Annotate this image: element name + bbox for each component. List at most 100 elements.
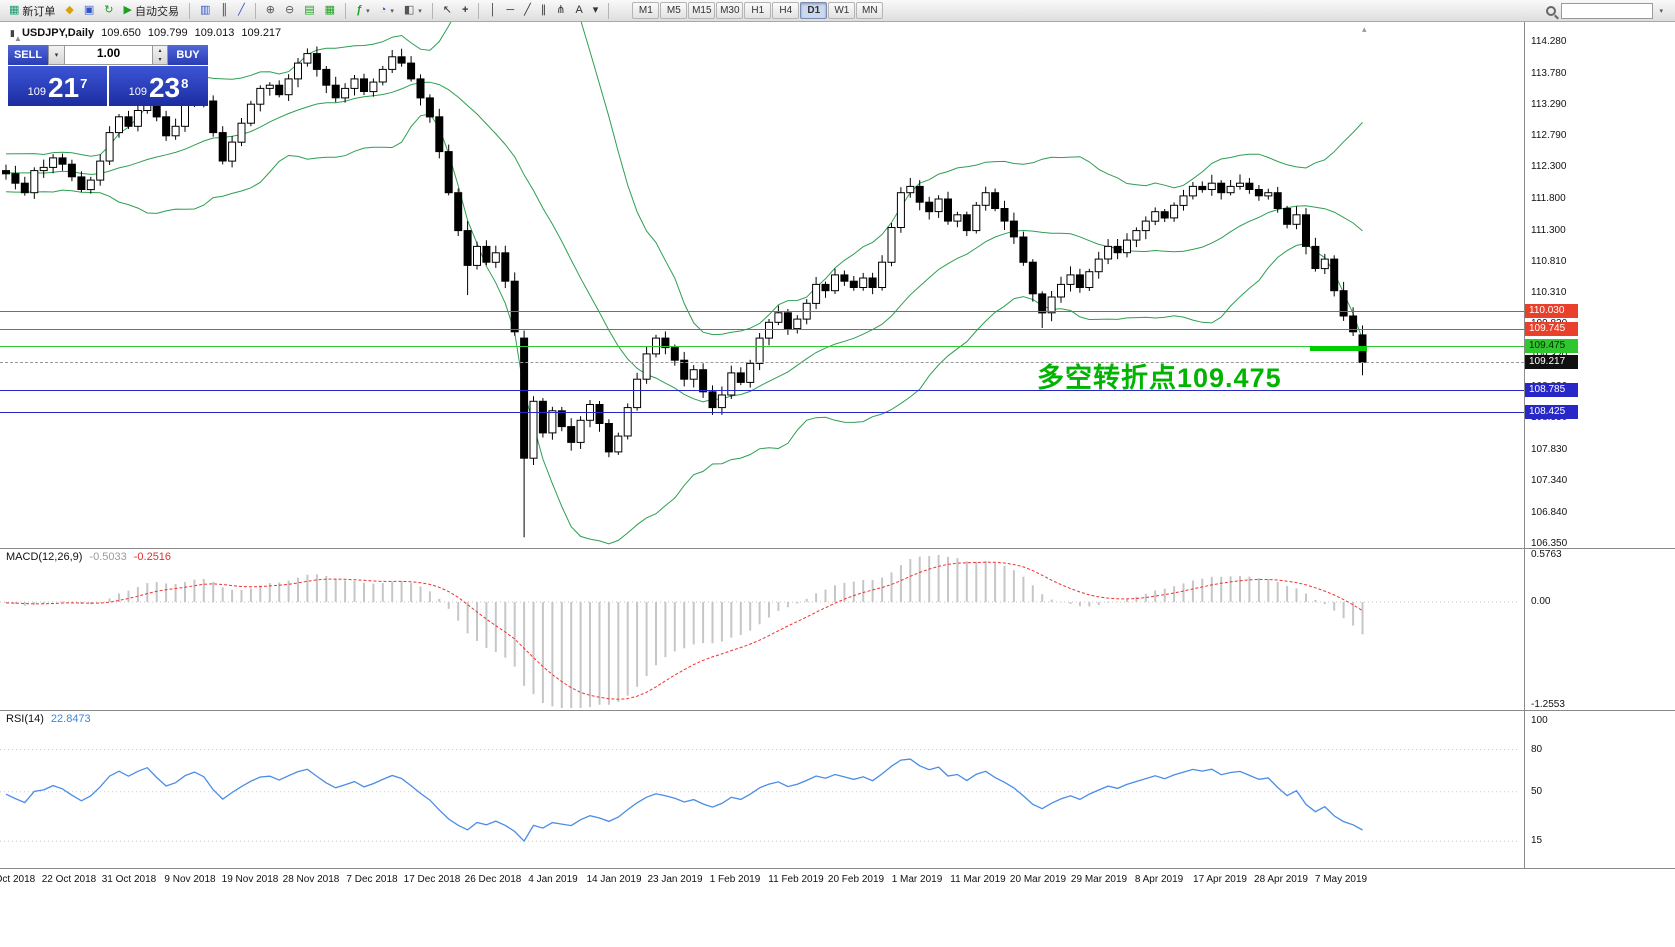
date-label: 19 Nov 2018 [221, 874, 279, 885]
macd-axis-label: 0.5763 [1531, 549, 1562, 560]
indicators-button[interactable]: ƒ ▾ [351, 2, 375, 20]
channel-tool-button[interactable]: ∥ [536, 2, 552, 20]
crosshair-tool-button[interactable]: + [457, 2, 473, 20]
refresh-button[interactable]: ↻ [99, 2, 118, 20]
lot-size-input[interactable]: 1.00 [65, 45, 153, 65]
horizontal-line-tool-button[interactable]: ─ [501, 2, 519, 20]
price-axis-label: 113.290 [1531, 99, 1567, 110]
price-axis-label: 106.350 [1531, 538, 1568, 549]
toolbar-separator [431, 2, 433, 19]
ohlc-open: 109.650 [101, 27, 141, 39]
text-tool-button[interactable]: A [570, 2, 587, 20]
buy-button[interactable]: BUY [168, 45, 208, 65]
metaeditor-button[interactable]: ◆ [60, 2, 78, 20]
date-label: 26 Dec 2018 [464, 874, 522, 885]
new-order-label: 新订单 [22, 5, 56, 18]
rsi-indicator-pane[interactable] [0, 710, 1524, 868]
metaeditor-icon: ◆ [65, 4, 74, 16]
macd-indicator-pane[interactable] [0, 548, 1524, 710]
cascade-windows-icon: ▤ [304, 4, 315, 16]
timeframe-button-H4[interactable]: H4 [772, 2, 800, 19]
toolbar-search-area: ▾ [1546, 2, 1671, 19]
macd-main-value: -0.5033 [89, 551, 127, 563]
timeframe-button-M1[interactable]: M1 [632, 2, 660, 19]
vertical-line-tool-button[interactable]: │ [484, 2, 501, 20]
rsi-name: RSI(14) [6, 713, 44, 725]
date-label: 29 Mar 2019 [1070, 874, 1128, 885]
price-level-badge: 108.425 [1525, 405, 1578, 419]
sell-button[interactable]: SELL [8, 45, 48, 65]
main-toolbar: ▦ 新订单 ◆ ▣ ↻ ▶ 自动交易 ▥ ║ ╱ ⊕ ⊖ ▤ ▦ ƒ ▾ ◔ ▾ ◧… [0, 0, 1675, 22]
current-price-badge: 109.217 [1525, 355, 1578, 369]
spin-down-icon[interactable]: ▾ [158, 57, 162, 63]
date-label: 7 Dec 2018 [346, 874, 398, 885]
timeframe-button-M15[interactable]: M15 [688, 2, 716, 19]
timeframe-button-MN[interactable]: MN [856, 2, 884, 19]
turning-point-segment[interactable] [1310, 346, 1367, 351]
price-axis[interactable]: 114.280 113.780 113.290 112.790 112.300 111.8… [1524, 22, 1675, 868]
time-axis[interactable]: 12 Oct 2018 22 Oct 2018 31 Oct 2018 9 Nov 2… [0, 868, 1675, 890]
buy-price-sup: 8 [181, 76, 189, 91]
date-label: 4 Jan 2019 [528, 874, 578, 885]
price-axis-label: 107.340 [1531, 475, 1568, 486]
zoom-in-button[interactable]: ⊕ [261, 2, 280, 20]
shapes-tool-button[interactable]: ▾ [588, 2, 604, 20]
date-label: 11 Mar 2019 [950, 874, 1006, 885]
candlestick-chart-button[interactable]: ║ [215, 2, 233, 20]
text-tool-icon: A [575, 4, 583, 16]
price-axis-label: 112.300 [1531, 161, 1567, 172]
trendline-tool-button[interactable]: ╱ [519, 2, 536, 20]
ohlc-low: 109.013 [194, 27, 235, 39]
refresh-icon: ↻ [104, 4, 114, 16]
vertical-line-icon: │ [489, 4, 497, 16]
profiles-button[interactable]: ▣ [79, 2, 99, 20]
autotrading-button[interactable]: ▶ 自动交易 [119, 2, 184, 20]
timeframe-button-H1[interactable]: H1 [744, 2, 772, 19]
spin-up-icon[interactable]: ▴ [158, 48, 162, 54]
date-label: 12 Oct 2018 [0, 874, 36, 885]
bar-chart-icon: ▥ [199, 4, 211, 16]
rsi-axis-label: 80 [1531, 744, 1543, 755]
sell-price-sup: 7 [80, 76, 88, 91]
price-chart-pane[interactable] [0, 22, 1524, 548]
trade-panel-collapse-arrow[interactable]: ▲ [14, 34, 22, 43]
shapes-icon: ▾ [592, 4, 599, 16]
line-chart-button[interactable]: ╱ [233, 2, 250, 20]
date-label: 20 Feb 2019 [827, 874, 885, 885]
templates-button[interactable]: ◧ ▾ [399, 2, 427, 20]
timeframe-button-W1[interactable]: W1 [828, 2, 856, 19]
timeframe-button-M5[interactable]: M5 [660, 2, 688, 19]
date-label: 1 Feb 2019 [709, 874, 761, 885]
annotation-text[interactable]: 多空转折点109.475 [1037, 363, 1282, 393]
zoom-out-button[interactable]: ⊖ [280, 2, 299, 20]
sell-price-box[interactable]: 109 21 7 [8, 66, 107, 106]
lot-size-stepper[interactable]: ▴ ▾ [153, 45, 168, 65]
timeframe-button-D1[interactable]: D1 [800, 2, 828, 19]
toolbar-separator [608, 2, 610, 19]
order-type-dropdown[interactable]: ▾ [48, 45, 65, 65]
indicators-icon: ƒ [356, 4, 363, 16]
tile-windows-button[interactable]: ▦ [320, 2, 340, 20]
price-level-badge: 110.030 [1525, 304, 1578, 318]
price-axis-label: 111.800 [1531, 193, 1566, 204]
date-label: 20 Mar 2019 [1009, 874, 1067, 885]
pane-divider[interactable] [0, 710, 1675, 711]
new-order-button[interactable]: ▦ 新订单 [4, 2, 60, 20]
cascade-windows-button[interactable]: ▤ [299, 2, 319, 20]
periods-button[interactable]: ◔ ▾ [375, 2, 399, 20]
search-input[interactable] [1561, 2, 1654, 19]
price-axis-label: 110.810 [1531, 256, 1567, 267]
macd-axis-label: 0.00 [1531, 596, 1551, 607]
date-label: 8 Apr 2019 [1134, 874, 1184, 885]
price-axis-label: 106.840 [1531, 507, 1568, 518]
buy-price-box[interactable]: 109 23 8 [109, 66, 208, 106]
timeframe-button-M30[interactable]: M30 [716, 2, 744, 19]
bar-chart-button[interactable]: ▥ [195, 2, 215, 20]
rsi-label: RSI(14) 22.8473 [6, 713, 91, 725]
date-label: 7 May 2019 [1314, 874, 1368, 885]
cursor-tool-button[interactable]: ↖ [438, 2, 457, 20]
pane-divider[interactable] [0, 548, 1675, 549]
pitchfork-tool-button[interactable]: ⋔ [551, 2, 570, 20]
channel-icon: ∥ [540, 4, 547, 16]
macd-axis-label: -1.2553 [1531, 699, 1565, 710]
